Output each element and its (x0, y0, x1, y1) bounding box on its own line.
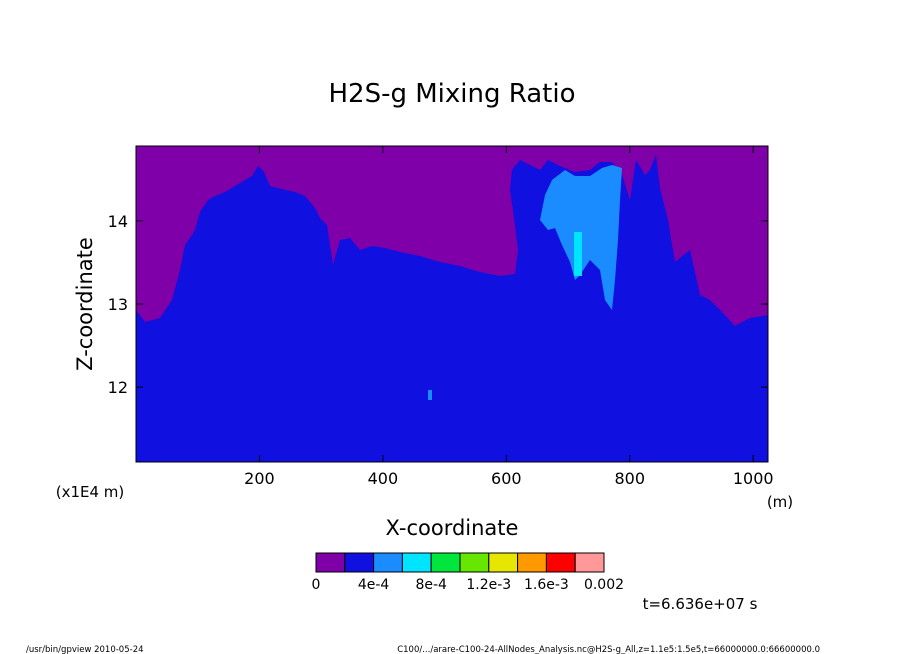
colorbar-label: 4e-4 (358, 577, 390, 593)
colorbar-swatch (459, 552, 490, 573)
y-unit-label: (x1E4 m) (56, 483, 125, 501)
y-tick-label: 12 (108, 378, 128, 397)
x-tick-label: 400 (368, 469, 399, 488)
footer-left: /usr/bin/gpview 2010-05-24 (26, 645, 144, 654)
colorbar: 0 4e-4 8e-4 1.2e-3 1.6e-3 0.002 (312, 552, 624, 593)
colorbar-swatch (373, 552, 403, 573)
x-tick-label: 200 (244, 469, 275, 488)
colorbar-swatch (574, 552, 605, 573)
colorbar-label: 1.6e-3 (524, 577, 569, 593)
colorbar-swatch (401, 552, 432, 573)
y-axis: 12 13 14 (108, 212, 768, 397)
footer-right: C100/.../arare-C100-24-AllNodes_Analysis… (397, 645, 820, 654)
colorbar-swatch (517, 552, 547, 573)
colorbar-label: 1.2e-3 (466, 577, 511, 593)
y-axis-label: Z-coordinate (73, 237, 97, 371)
colorbar-swatch (545, 552, 576, 573)
y-tick-label: 13 (108, 295, 128, 314)
chart-title: H2S-g Mixing Ratio (328, 79, 575, 109)
x-unit-label: (m) (767, 493, 793, 511)
plot-area (135, 145, 769, 463)
colorbar-label: 0.002 (584, 577, 624, 593)
x-axis-label: X-coordinate (386, 516, 519, 540)
colorbar-swatch (344, 552, 375, 573)
colorbar-swatch (488, 552, 519, 573)
x-tick-label: 1000 (733, 469, 774, 488)
colorbar-swatch (430, 552, 461, 573)
time-label: t=6.636e+07 s (643, 595, 758, 613)
y-tick-label: 14 (108, 212, 128, 231)
x-tick-label: 800 (614, 469, 645, 488)
plume-max-region (574, 232, 582, 276)
colorbar-label: 0 (312, 577, 321, 593)
x-axis: 200 400 600 800 1000 (244, 146, 774, 488)
small-patch (428, 390, 432, 400)
colorbar-label: 8e-4 (415, 577, 447, 593)
x-tick-label: 600 (491, 469, 522, 488)
colorbar-swatch (315, 552, 346, 573)
